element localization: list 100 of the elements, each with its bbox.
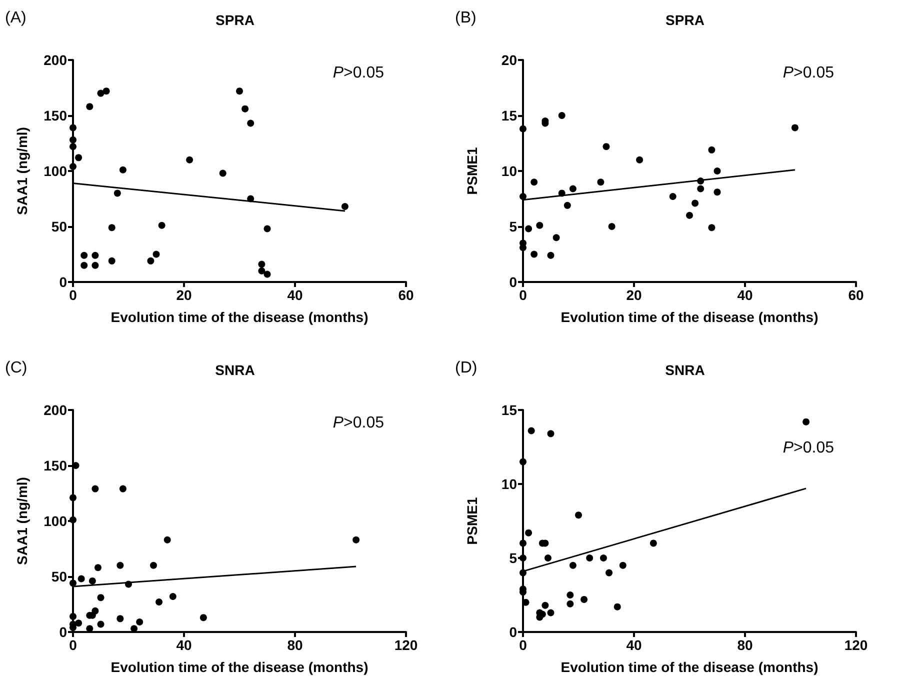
point (586, 554, 594, 562)
x-tick-label: 0 (519, 637, 528, 653)
point (164, 536, 171, 544)
chart-title: SPRA (666, 12, 704, 28)
point (92, 485, 99, 492)
point (608, 223, 616, 230)
point (544, 554, 552, 562)
point (236, 88, 243, 95)
point (520, 458, 526, 466)
chart-title: SNRA (215, 362, 255, 378)
point (70, 516, 76, 524)
y-tick-label: 15 (501, 108, 518, 124)
point (147, 257, 154, 264)
x-tick-label: 60 (848, 287, 864, 303)
point (619, 562, 626, 569)
point (528, 427, 535, 434)
point (152, 250, 160, 258)
point (169, 592, 176, 600)
point (258, 260, 266, 268)
point (352, 536, 360, 544)
x-axis-title: Evolution time of the disease (months) (110, 659, 368, 675)
annotation: P>0.05 (782, 64, 834, 82)
y-tick-label: 150 (44, 108, 68, 124)
point (520, 554, 526, 562)
point (70, 580, 76, 587)
point (258, 267, 266, 274)
point (564, 202, 571, 209)
point (341, 203, 348, 210)
y-tick-label: 5 (509, 218, 518, 234)
point (80, 262, 88, 269)
y-tick-label: 5 (509, 550, 518, 566)
point (547, 430, 554, 438)
point (136, 618, 144, 626)
point (525, 225, 532, 232)
point (708, 146, 716, 154)
point (158, 222, 166, 229)
point (242, 105, 249, 112)
point (116, 615, 124, 622)
y-tick-label: 50 (51, 218, 68, 234)
x-tick-label: 20 (626, 287, 642, 303)
point (520, 125, 526, 132)
point (264, 270, 271, 278)
x-tick-label: 120 (844, 637, 868, 653)
y-tick-label: 0 (59, 624, 68, 640)
chart-title: SNRA (665, 362, 705, 378)
x-tick-label: 40 (287, 287, 303, 303)
point (636, 156, 644, 164)
point (119, 485, 126, 492)
y-axis-title: SAA1 (ng/ml) (14, 477, 30, 565)
point (75, 620, 82, 627)
point (575, 512, 582, 519)
point (70, 143, 76, 150)
point (692, 200, 699, 207)
point (569, 185, 576, 192)
point (530, 250, 538, 258)
text: (D) (455, 360, 478, 376)
point (580, 596, 588, 603)
point (547, 252, 554, 259)
y-tick-label: 100 (44, 513, 68, 529)
y-axis-title: PSME1 (464, 147, 480, 195)
point (108, 224, 116, 232)
point (102, 88, 110, 95)
point (264, 225, 271, 232)
annotation: P>0.05 (782, 440, 834, 456)
point (520, 193, 526, 200)
annotation: P>0.05 (332, 414, 384, 432)
point (600, 554, 607, 562)
y-tick-label: 10 (501, 476, 518, 492)
point (714, 168, 721, 174)
point (119, 166, 126, 174)
point (697, 185, 704, 192)
point (186, 156, 194, 164)
point (791, 124, 798, 132)
text: (C) (5, 360, 28, 376)
x-tick-label: 20 (176, 287, 192, 303)
point (552, 234, 560, 242)
point (70, 124, 76, 132)
point (558, 112, 566, 119)
point (802, 418, 810, 426)
x-tick-label: 40 (176, 637, 192, 653)
point (597, 178, 604, 186)
point (150, 562, 157, 569)
point (602, 143, 610, 150)
point (542, 602, 549, 609)
point (97, 594, 104, 602)
x-tick-label: 80 (287, 637, 303, 653)
y-tick-label: 150 (44, 458, 68, 474)
point (614, 603, 621, 610)
x-tick-label: 40 (626, 637, 642, 653)
point (116, 562, 124, 569)
point (547, 609, 554, 616)
point (650, 540, 657, 547)
point (70, 612, 76, 620)
point (92, 262, 99, 269)
point (520, 244, 526, 252)
point (70, 136, 76, 144)
point (92, 252, 99, 259)
point (70, 494, 76, 502)
point (714, 188, 721, 196)
y-axis-title: PSME1 (464, 497, 480, 545)
